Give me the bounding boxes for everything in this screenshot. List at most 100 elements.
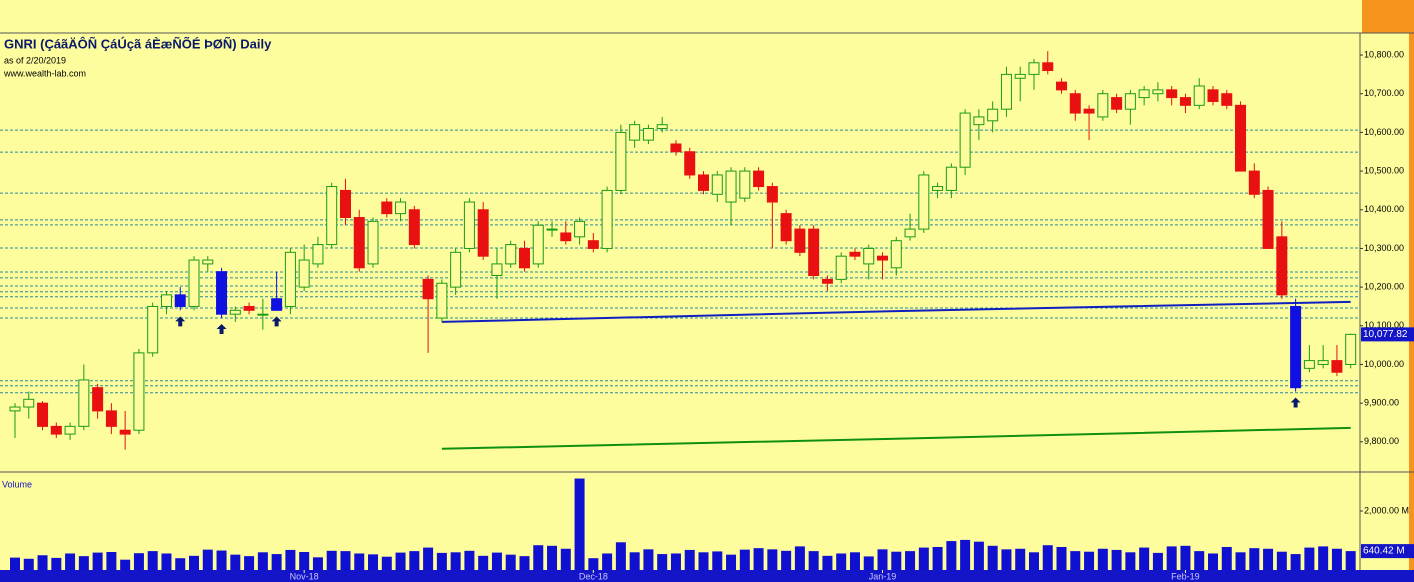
volume-bar [120, 559, 131, 570]
candle-body [1028, 62, 1040, 75]
candle-body [160, 294, 172, 307]
last-volume-box [1361, 544, 1414, 559]
volume-bar [698, 552, 709, 570]
candle-body [656, 124, 668, 130]
y-tick-label: 10,600.00 [1364, 127, 1404, 137]
candle-body [560, 232, 572, 242]
volume-bar [257, 552, 268, 570]
candle-body [1166, 89, 1178, 99]
volume-bar [1001, 549, 1012, 570]
volume-bar [106, 552, 117, 570]
candle-body [615, 131, 627, 191]
chart-title: GNRI (ÇáãÄÔÑ ÇáÚçã áÈæÑÕÉ ÞØÑ) Daily [4, 36, 272, 51]
candle-body [932, 186, 944, 191]
y-tick-label: 10,100.00 [1364, 320, 1404, 330]
candle-body [37, 402, 49, 427]
candle-body [395, 201, 407, 215]
y-tick-label: 10,700.00 [1364, 88, 1404, 98]
candle-body [463, 201, 475, 249]
candle-body [725, 170, 737, 203]
signal-arrow [175, 316, 186, 327]
candle-body [147, 305, 159, 354]
volume-bar [574, 478, 585, 570]
volume-bar [808, 551, 819, 570]
volume-bar [891, 551, 902, 570]
volume-bar [712, 551, 723, 570]
volume-bar [299, 552, 310, 570]
volume-bar [905, 551, 916, 570]
candle-body [959, 112, 971, 168]
candle-body [50, 425, 62, 435]
candle-body [1331, 360, 1343, 373]
candle-body [1056, 81, 1068, 91]
volume-bar [1042, 545, 1053, 570]
candle-body [711, 174, 723, 195]
candle-body [863, 247, 875, 265]
candle-body [243, 305, 255, 311]
candle-body [684, 151, 696, 176]
y-tick-label: 10,400.00 [1364, 204, 1404, 214]
candle-body [890, 240, 902, 269]
volume-bar [65, 553, 76, 570]
volume-bar [1028, 552, 1039, 570]
volume-bar [244, 556, 255, 570]
volume-bar [368, 554, 379, 570]
candle-body [1014, 73, 1026, 79]
candle-body [808, 228, 820, 277]
volume-bar [1290, 554, 1301, 570]
volume-bar [464, 550, 475, 570]
candle-body [257, 313, 269, 316]
volume-bar [161, 553, 172, 570]
volume-bar [684, 549, 695, 570]
volume-bar [1097, 548, 1108, 570]
candle-body [1138, 89, 1150, 99]
x-tick-label: Dec-18 [579, 571, 608, 581]
candle-body [1221, 93, 1233, 106]
volume-bar [92, 552, 103, 570]
candle-body [436, 282, 448, 319]
candle-body [739, 170, 751, 199]
candle-body [574, 220, 586, 238]
y-tick-label: 2,000.00 M [1364, 505, 1409, 515]
candle-body [1276, 236, 1288, 296]
volume-bar [822, 555, 833, 570]
candle-body [1235, 104, 1247, 172]
y-tick-label: 10,500.00 [1364, 165, 1404, 175]
volume-bar [51, 557, 62, 570]
volume-bar [450, 552, 461, 570]
volume-bar [1056, 546, 1067, 570]
volume-bar [326, 550, 337, 570]
candle-body [629, 124, 641, 141]
volume-bar [381, 556, 392, 570]
candle-body [229, 309, 241, 315]
volume-bar [147, 551, 158, 570]
volume-bar [1331, 548, 1342, 570]
candle-body [133, 352, 145, 431]
candle-body [64, 425, 76, 435]
corner-panel [1362, 0, 1414, 33]
volume-bar [285, 549, 296, 570]
volume-bar [849, 552, 860, 570]
volume-title: Volume [2, 479, 32, 489]
signal-arrow [1290, 397, 1301, 408]
candle-body [849, 251, 861, 257]
volume-bar [1084, 551, 1095, 570]
volume-bar [1235, 552, 1246, 570]
volume-bar [1180, 545, 1191, 570]
candle-body [271, 298, 283, 311]
volume-bar [78, 556, 89, 570]
candle-body [518, 247, 530, 269]
volume-bar [726, 554, 737, 570]
x-tick-label: Jan-19 [869, 571, 897, 581]
volume-bar [973, 541, 984, 570]
candle-body [326, 186, 338, 246]
volume-bar [271, 554, 282, 570]
y-tick-label: 9,900.00 [1364, 398, 1399, 408]
candle-body [780, 213, 792, 242]
volume-bar [1345, 551, 1356, 570]
volume-bar [794, 546, 805, 570]
volume-bar [354, 553, 365, 570]
candle-body [821, 278, 833, 284]
volume-bar [478, 555, 489, 570]
y-tick-label: 10,300.00 [1364, 243, 1404, 253]
